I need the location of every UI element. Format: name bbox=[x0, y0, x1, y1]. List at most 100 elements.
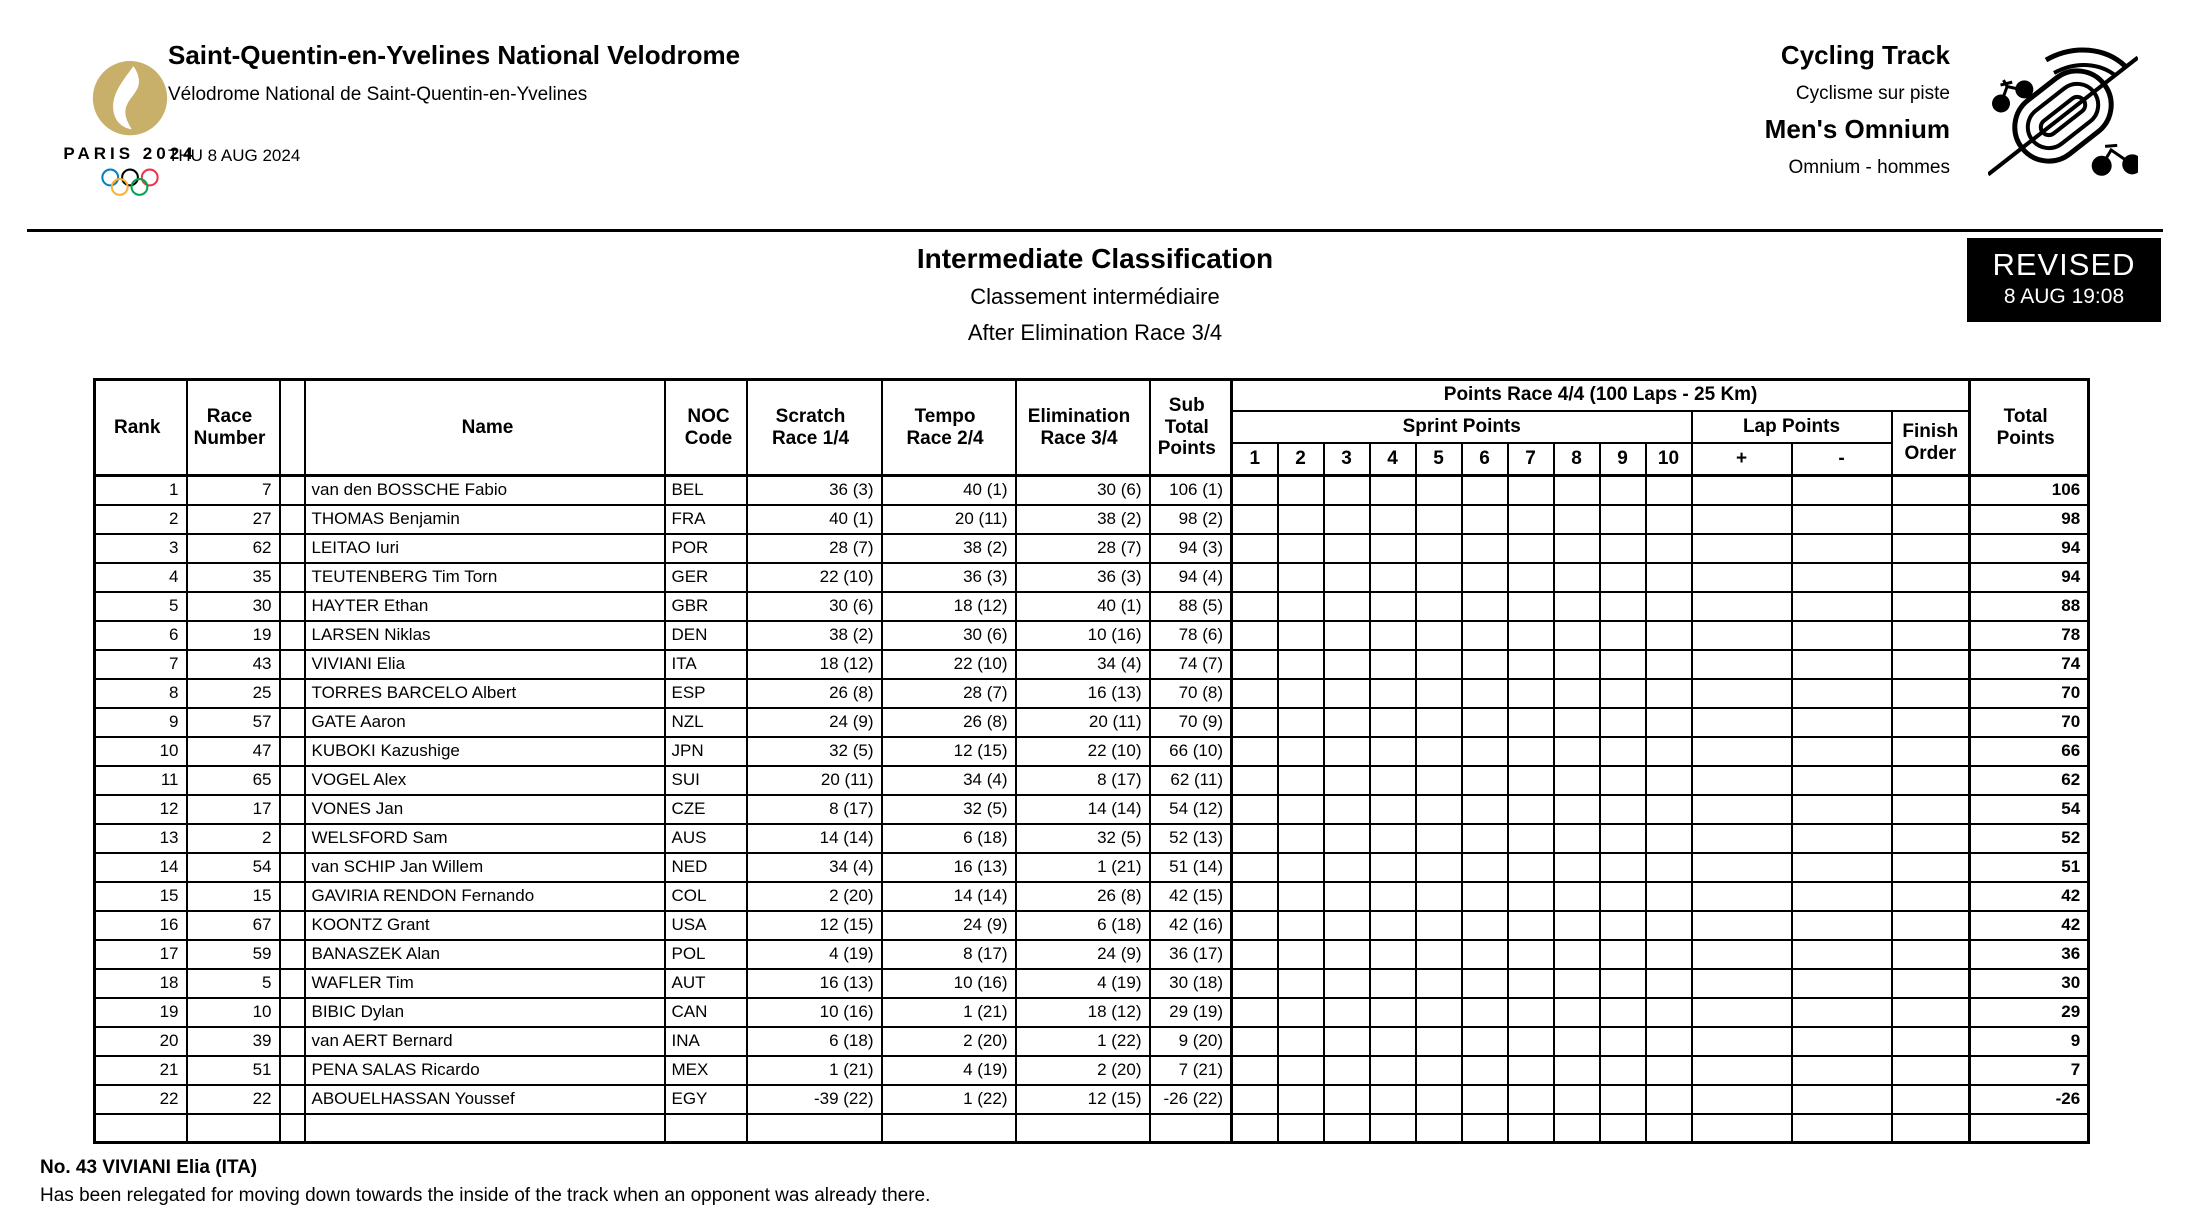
discipline-fr: Cyclisme sur piste bbox=[1795, 83, 1950, 104]
noc-cell: MEX bbox=[663, 1054, 748, 1086]
lap-minus-cell bbox=[1790, 938, 1893, 970]
finish-order-cell bbox=[1890, 619, 1971, 651]
sprint-points-cell bbox=[1322, 706, 1371, 738]
noc-cell: JPN bbox=[663, 735, 748, 767]
noc-cell: COL bbox=[663, 880, 748, 912]
sprint-points-cell bbox=[1552, 851, 1601, 883]
finish-order-cell bbox=[1890, 1054, 1971, 1086]
race-number-cell: 51 bbox=[185, 1054, 281, 1086]
scratch-points-cell: 28 (7) bbox=[745, 532, 883, 564]
sprint-points-cell bbox=[1368, 532, 1417, 564]
race-number-cell: 62 bbox=[185, 532, 281, 564]
sprint-points-cell bbox=[1460, 822, 1509, 854]
tempo-points-cell: 1 (22) bbox=[880, 1083, 1017, 1115]
race-number-cell bbox=[185, 1112, 281, 1144]
table-row: 4 35 TEUTENBERG Tim Torn GER 22 (10) 36 (3) 36… bbox=[93, 561, 2090, 593]
elimination-points-cell: 36 (3) bbox=[1014, 561, 1151, 593]
name-cell: KOONTZ Grant bbox=[303, 909, 666, 941]
sprint-points-cell bbox=[1230, 967, 1279, 999]
sub-total-points-cell: 42 (15) bbox=[1148, 880, 1233, 912]
lap-sign-header: + bbox=[1690, 441, 1793, 477]
sprint-col-header: 9 bbox=[1598, 441, 1647, 477]
tempo-points-cell: 38 (2) bbox=[880, 532, 1017, 564]
sprint-points-cell bbox=[1460, 880, 1509, 912]
name-cell: WELSFORD Sam bbox=[303, 822, 666, 854]
sprint-points-cell bbox=[1414, 996, 1463, 1028]
lap-minus-cell bbox=[1790, 677, 1893, 709]
sprint-points-cell bbox=[1414, 1054, 1463, 1086]
sprint-points-cell bbox=[1322, 851, 1371, 883]
scratch-points-cell: 10 (16) bbox=[745, 996, 883, 1028]
table-row: 12 17 VONES Jan CZE 8 (17) 32 (5) 14 (14) 54 (1… bbox=[93, 793, 2090, 825]
table-row: 6 19 LARSEN Niklas DEN 38 (2) 30 (6) 10 (16) 78… bbox=[93, 619, 2090, 651]
name-cell: TORRES BARCELO Albert bbox=[303, 677, 666, 709]
sub-total-points-cell: 78 (6) bbox=[1148, 619, 1233, 651]
finish-order-cell bbox=[1890, 474, 1971, 506]
sprint-points-cell bbox=[1552, 735, 1601, 767]
sprint-col-header: 10 bbox=[1644, 441, 1693, 477]
lap-minus-cell bbox=[1790, 532, 1893, 564]
spacer-cell bbox=[278, 938, 306, 970]
sub-total-points-cell: -26 (22) bbox=[1148, 1083, 1233, 1115]
sprint-points-cell bbox=[1598, 1054, 1647, 1086]
col-header-scratch: Scratch Race 1/4 bbox=[745, 378, 883, 477]
discipline-en: Cycling Track bbox=[1780, 40, 1950, 70]
sub-total-points-cell bbox=[1148, 1112, 1233, 1144]
sprint-points-cell bbox=[1368, 735, 1417, 767]
finish-order-cell bbox=[1890, 1112, 1971, 1144]
sprint-points-cell bbox=[1276, 851, 1325, 883]
tempo-points-cell: 18 (12) bbox=[880, 590, 1017, 622]
finish-order-cell bbox=[1890, 967, 1971, 999]
tempo-points-cell: 10 (16) bbox=[880, 967, 1017, 999]
rank-cell: 15 bbox=[93, 880, 188, 912]
sprint-points-cell bbox=[1368, 967, 1417, 999]
spacer-cell bbox=[278, 503, 306, 535]
sprint-col-header: 3 bbox=[1322, 441, 1371, 477]
sprint-points-cell bbox=[1552, 996, 1601, 1028]
lap-plus-cell bbox=[1690, 590, 1793, 622]
col-header-total-points: Total Points bbox=[1968, 378, 2090, 477]
tempo-points-cell: 6 (18) bbox=[880, 822, 1017, 854]
name-cell: van AERT Bernard bbox=[303, 1025, 666, 1057]
col-header-lap-points: Lap Points bbox=[1690, 409, 1893, 444]
sprint-points-cell bbox=[1368, 1083, 1417, 1115]
sprint-points-cell bbox=[1598, 735, 1647, 767]
sprint-points-cell bbox=[1644, 996, 1693, 1028]
page-title: Intermediate Classification bbox=[916, 243, 1274, 274]
sprint-points-cell bbox=[1506, 1112, 1555, 1144]
sprint-points-cell bbox=[1276, 532, 1325, 564]
lap-minus-cell bbox=[1790, 793, 1893, 825]
sprint-points-cell bbox=[1276, 967, 1325, 999]
noc-cell: FRA bbox=[663, 503, 748, 535]
sprint-points-cell bbox=[1460, 938, 1509, 970]
race-number-cell: 57 bbox=[185, 706, 281, 738]
spacer-cell bbox=[278, 706, 306, 738]
table-row: 11 65 VOGEL Alex SUI 20 (11) 34 (4) 8 (17) 62 (… bbox=[93, 764, 2090, 796]
table-row: 22 22 ABOUELHASSAN Youssef EGY -39 (22) 1 (22… bbox=[93, 1083, 2090, 1115]
sprint-points-cell bbox=[1460, 1025, 1509, 1057]
race-number-cell: 25 bbox=[185, 677, 281, 709]
total-points-cell: 74 bbox=[1968, 648, 2090, 680]
spacer-cell bbox=[278, 1025, 306, 1057]
scratch-points-cell: 24 (9) bbox=[745, 706, 883, 738]
event-name-fr: Omnium - hommes bbox=[1788, 157, 1950, 178]
finish-order-cell bbox=[1890, 706, 1971, 738]
spacer-cell bbox=[278, 967, 306, 999]
sprint-points-cell bbox=[1552, 880, 1601, 912]
sprint-points-cell bbox=[1276, 996, 1325, 1028]
sub-total-points-cell: 36 (17) bbox=[1148, 938, 1233, 970]
sprint-points-cell bbox=[1552, 677, 1601, 709]
lap-minus-cell bbox=[1790, 706, 1893, 738]
tempo-points-cell: 1 (21) bbox=[880, 996, 1017, 1028]
total-points-cell: 42 bbox=[1968, 880, 2090, 912]
scratch-points-cell: 20 (11) bbox=[745, 764, 883, 796]
sprint-points-cell bbox=[1368, 1112, 1417, 1144]
sprint-points-cell bbox=[1552, 648, 1601, 680]
sprint-points-cell bbox=[1322, 677, 1371, 709]
total-points-cell: 66 bbox=[1968, 735, 2090, 767]
sprint-points-cell bbox=[1552, 532, 1601, 564]
name-cell: KUBOKI Kazushige bbox=[303, 735, 666, 767]
sprint-points-cell bbox=[1598, 793, 1647, 825]
spacer-cell bbox=[278, 1112, 306, 1144]
spacer-cell bbox=[278, 1083, 306, 1115]
